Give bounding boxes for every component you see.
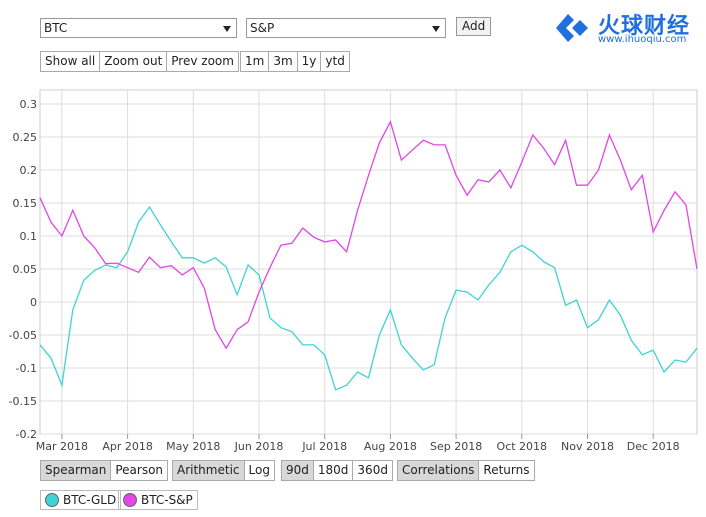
plot-border xyxy=(39,89,698,435)
y-tick-label: 0.2 xyxy=(20,164,38,177)
toggle-button[interactable]: Log xyxy=(243,461,274,480)
x-tick-label: Oct 2018 xyxy=(497,440,548,453)
chart: 0.3 0.25 0.2 0.15 0.1 0.05 0 -0.05 -0.1 -0.15 -0.2… xyxy=(9,89,698,453)
legend-item[interactable]: BTC-GLD xyxy=(40,490,122,510)
button[interactable]: ytd xyxy=(320,52,348,71)
toggle-button[interactable]: Arithmetic xyxy=(173,461,244,480)
toggle-button[interactable]: Returns xyxy=(478,461,533,480)
add-button[interactable]: Add xyxy=(456,17,492,36)
toggle-button[interactable]: Spearman xyxy=(41,461,111,480)
button[interactable]: Show all xyxy=(45,54,96,68)
toggle-button[interactable]: 180d xyxy=(312,461,353,480)
x-tick-label: Nov 2018 xyxy=(561,440,614,453)
button[interactable]: Zoom out xyxy=(99,52,166,71)
logo: 火球财经 www.ihuoqiu.com xyxy=(548,8,698,48)
x-tick-label: Mar 2018 xyxy=(36,440,88,453)
button[interactable]: Prev zoom xyxy=(166,52,238,71)
y-tick-label: 0.3 xyxy=(20,98,38,111)
x-tick-label: Dec 2018 xyxy=(627,440,680,453)
series-line xyxy=(39,205,698,391)
legend-item[interactable]: BTC-S&P xyxy=(118,490,198,510)
toggle-button[interactable]: 360d xyxy=(352,461,392,480)
logo-url: www.ihuoqiu.com xyxy=(598,34,687,45)
y-tick-label: -0.15 xyxy=(9,395,37,408)
y-tick-label: 0.15 xyxy=(13,197,38,210)
select[interactable]: BTC xyxy=(40,18,237,38)
logo-name: 火球财经 xyxy=(598,14,691,39)
x-tick-label: Jun 2018 xyxy=(234,440,284,453)
legend-label: BTC-GLD xyxy=(63,493,117,507)
legend-label: BTC-S&P xyxy=(141,493,193,507)
x-tick-label: Jul 2018 xyxy=(301,440,347,453)
x-tick-label: May 2018 xyxy=(166,440,220,453)
toggle-button[interactable]: Correlations xyxy=(398,461,479,480)
button[interactable]: 1m xyxy=(245,54,265,68)
logo-icon xyxy=(556,14,588,42)
series-line xyxy=(39,120,698,350)
zoom-group: Show all Zoom out Prev zoom xyxy=(40,51,239,72)
y-tick-label: -0.2 xyxy=(16,428,37,441)
legend-swatch xyxy=(123,493,137,507)
select[interactable]: S&P xyxy=(246,18,446,38)
window-group: 90d 180d 360d xyxy=(281,460,393,481)
y-tick-label: 0.05 xyxy=(13,263,38,276)
toggle-button[interactable]: 90d xyxy=(282,461,313,480)
button[interactable]: 1y xyxy=(296,52,321,71)
button[interactable]: 3m xyxy=(268,52,296,71)
x-tick-label: Apr 2018 xyxy=(102,440,153,453)
legend-swatch xyxy=(45,493,59,507)
y-tick-label: -0.1 xyxy=(16,362,37,375)
method-group: Spearman Pearson xyxy=(40,460,169,481)
y-tick-label: 0 xyxy=(30,296,37,309)
range-group: 1m 3m 1y ytd xyxy=(240,51,350,72)
y-tick-label: -0.05 xyxy=(9,329,37,342)
toggle-button[interactable]: Pearson xyxy=(110,461,167,480)
scale-group: Arithmetic Log xyxy=(172,460,275,481)
y-tick-label: 0.1 xyxy=(20,230,38,243)
view-group: Correlations Returns xyxy=(397,460,535,481)
y-tick-label: 0.25 xyxy=(13,131,38,144)
x-tick-label: Aug 2018 xyxy=(364,440,417,453)
x-tick-label: Sep 2018 xyxy=(430,440,482,453)
